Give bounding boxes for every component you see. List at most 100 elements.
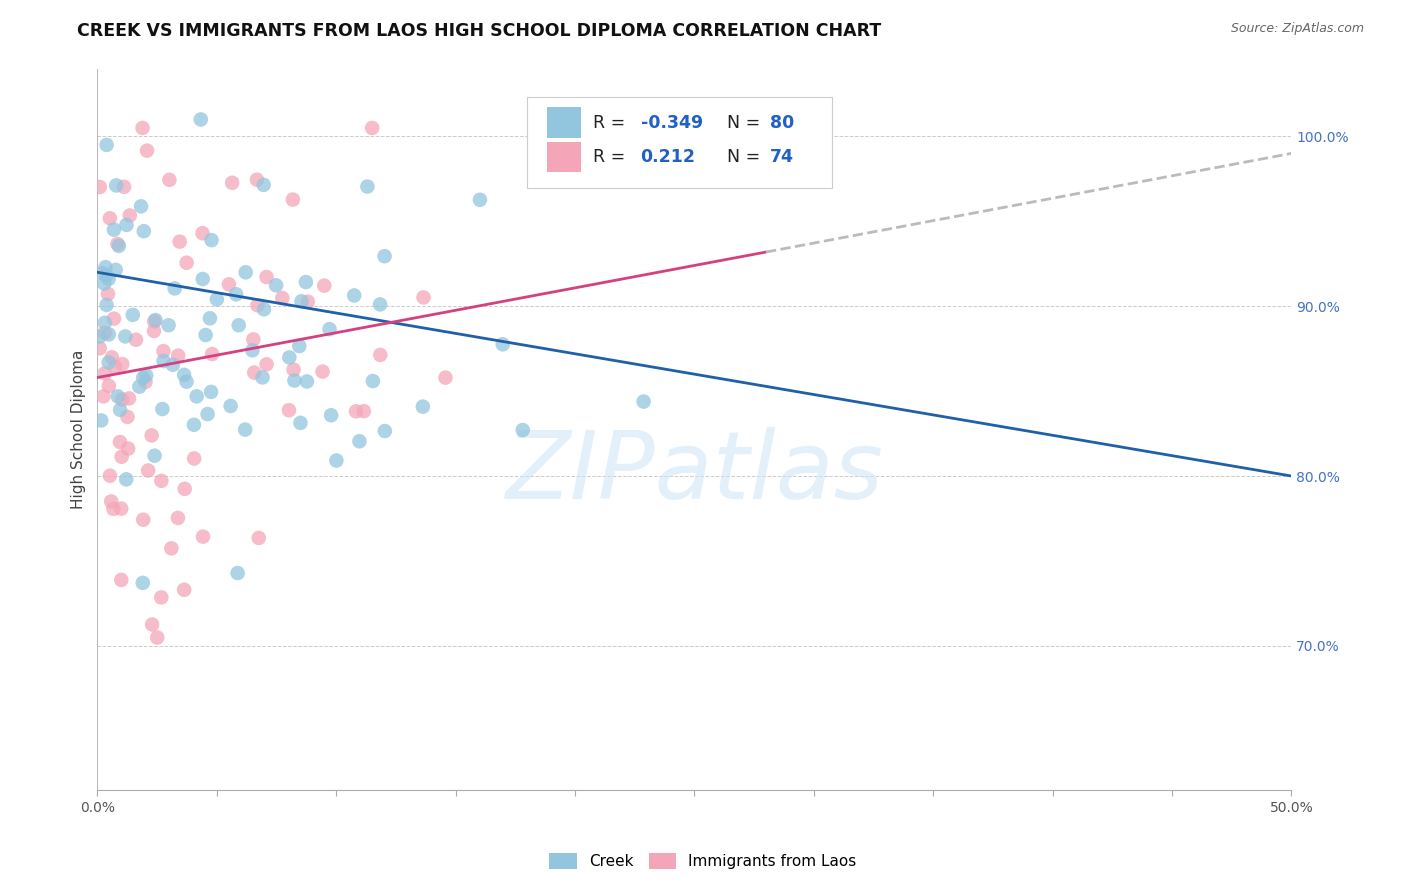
Point <box>104 263 127 277</box>
Point <box>157 173 180 187</box>
Point <box>141 617 163 632</box>
Point <box>281 193 304 207</box>
FancyBboxPatch shape <box>527 97 832 187</box>
Point <box>104 359 127 374</box>
Point <box>167 349 190 363</box>
Point <box>132 513 155 527</box>
Point <box>118 209 141 223</box>
Point <box>252 178 274 192</box>
Point <box>242 343 264 358</box>
Point <box>141 428 163 442</box>
Point <box>115 472 138 486</box>
Point <box>136 144 159 158</box>
Point <box>205 293 228 307</box>
Point <box>368 297 391 311</box>
Point <box>194 328 217 343</box>
Point <box>200 233 222 247</box>
Point <box>111 392 134 407</box>
Point <box>128 379 150 393</box>
Point <box>235 265 257 279</box>
Point <box>114 329 136 343</box>
Point <box>412 290 434 304</box>
Text: N =: N = <box>727 148 765 166</box>
Point <box>173 368 195 382</box>
Point <box>176 375 198 389</box>
Point <box>108 435 131 450</box>
Point <box>271 291 294 305</box>
Point <box>252 370 274 384</box>
Point <box>94 316 117 330</box>
Point <box>412 400 434 414</box>
Text: CREEK VS IMMIGRANTS FROM LAOS HIGH SCHOOL DIPLOMA CORRELATION CHART: CREEK VS IMMIGRANTS FROM LAOS HIGH SCHOO… <box>77 22 882 40</box>
Point <box>121 308 143 322</box>
Point <box>361 120 384 135</box>
Point <box>150 402 173 417</box>
Point <box>157 318 180 333</box>
Point <box>131 120 153 135</box>
Point <box>96 268 118 283</box>
Point <box>162 358 184 372</box>
Point <box>186 389 208 403</box>
Point <box>163 281 186 295</box>
Point <box>108 402 131 417</box>
FancyBboxPatch shape <box>547 108 581 137</box>
Point <box>468 193 491 207</box>
Point <box>295 275 318 289</box>
Point <box>96 298 118 312</box>
Point <box>129 199 152 213</box>
FancyBboxPatch shape <box>547 142 581 172</box>
Point <box>183 417 205 432</box>
Point <box>198 311 221 326</box>
Point <box>225 287 247 301</box>
Point <box>89 341 111 355</box>
Text: 80: 80 <box>769 113 794 132</box>
Point <box>143 324 166 338</box>
Point <box>374 424 396 438</box>
Point <box>221 176 243 190</box>
Point <box>146 631 169 645</box>
Point <box>150 474 173 488</box>
Point <box>246 298 269 312</box>
Point <box>173 582 195 597</box>
Point <box>132 224 155 238</box>
Point <box>290 294 312 309</box>
Point <box>94 326 117 340</box>
Point <box>93 367 115 381</box>
Point <box>247 531 270 545</box>
Point <box>226 566 249 580</box>
Point <box>98 468 121 483</box>
Text: Source: ZipAtlas.com: Source: ZipAtlas.com <box>1230 22 1364 36</box>
Point <box>132 370 155 384</box>
Point <box>176 256 198 270</box>
Text: -0.349: -0.349 <box>641 113 703 132</box>
Point <box>218 277 240 292</box>
Point <box>103 311 125 326</box>
Point <box>256 270 278 285</box>
Text: N =: N = <box>727 113 765 132</box>
Text: 0.212: 0.212 <box>641 148 696 166</box>
Point <box>197 407 219 421</box>
Point <box>103 222 125 236</box>
Point <box>512 423 534 437</box>
Point <box>173 482 195 496</box>
Point <box>349 434 371 449</box>
Point <box>150 591 173 605</box>
Point <box>93 277 115 291</box>
Text: R =: R = <box>593 113 631 132</box>
Point <box>112 179 135 194</box>
Point <box>167 511 190 525</box>
Point <box>278 351 301 365</box>
Point <box>169 235 191 249</box>
Point <box>283 362 305 376</box>
Point <box>135 375 157 389</box>
Point <box>111 450 134 464</box>
Point <box>325 453 347 467</box>
Point <box>98 211 121 226</box>
Point <box>115 218 138 232</box>
Point <box>191 272 214 286</box>
Point <box>97 272 120 286</box>
Point <box>136 463 159 477</box>
Point <box>132 575 155 590</box>
Point <box>91 266 114 280</box>
Point <box>110 573 132 587</box>
